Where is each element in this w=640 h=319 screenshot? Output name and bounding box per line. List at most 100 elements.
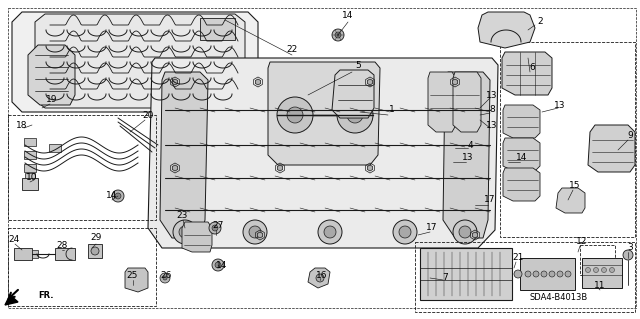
Circle shape: [335, 32, 341, 38]
Circle shape: [277, 97, 313, 133]
Circle shape: [347, 107, 363, 123]
Text: SDA4-B4013B: SDA4-B4013B: [530, 293, 588, 302]
Text: 14: 14: [516, 153, 528, 162]
Polygon shape: [478, 12, 535, 48]
Text: 9: 9: [627, 130, 633, 139]
Circle shape: [399, 226, 411, 238]
Polygon shape: [503, 105, 540, 138]
Bar: [55, 248, 75, 260]
Text: 23: 23: [176, 211, 188, 219]
Polygon shape: [193, 232, 198, 238]
Polygon shape: [172, 165, 177, 171]
Polygon shape: [443, 72, 490, 238]
Text: 13: 13: [462, 153, 474, 162]
Circle shape: [533, 271, 539, 277]
Polygon shape: [453, 72, 481, 132]
Text: 26: 26: [160, 271, 172, 280]
Bar: [24, 138, 36, 146]
Circle shape: [212, 225, 218, 231]
Text: 8: 8: [489, 106, 495, 115]
Bar: [420, 248, 512, 300]
Circle shape: [525, 271, 531, 277]
Bar: [88, 244, 102, 258]
Text: 22: 22: [286, 46, 298, 55]
Bar: [580, 245, 615, 275]
Polygon shape: [28, 45, 75, 105]
Polygon shape: [257, 232, 262, 238]
Bar: [25, 173, 35, 178]
Text: 19: 19: [46, 95, 58, 105]
Circle shape: [91, 247, 99, 255]
Circle shape: [586, 268, 591, 272]
Circle shape: [459, 226, 471, 238]
Circle shape: [115, 193, 121, 199]
Circle shape: [179, 226, 191, 238]
Polygon shape: [503, 138, 540, 171]
Text: 16: 16: [316, 271, 328, 279]
Circle shape: [453, 220, 477, 244]
Polygon shape: [308, 268, 330, 288]
Polygon shape: [472, 232, 477, 238]
Circle shape: [602, 268, 607, 272]
Text: 18: 18: [16, 121, 28, 130]
Circle shape: [565, 271, 571, 277]
Circle shape: [173, 220, 197, 244]
Circle shape: [393, 220, 417, 244]
Polygon shape: [148, 58, 498, 248]
Circle shape: [324, 226, 336, 238]
Circle shape: [249, 226, 261, 238]
Polygon shape: [5, 295, 18, 305]
Circle shape: [318, 220, 342, 244]
Bar: [8, 115, 156, 220]
Circle shape: [215, 262, 221, 268]
Circle shape: [316, 274, 324, 282]
Text: 11: 11: [595, 280, 605, 290]
Text: 13: 13: [554, 100, 566, 109]
Polygon shape: [502, 52, 552, 95]
Text: 6: 6: [529, 63, 535, 72]
Polygon shape: [367, 79, 372, 85]
Bar: [200, 18, 235, 40]
Bar: [14, 248, 32, 260]
Polygon shape: [556, 188, 585, 213]
Text: 21: 21: [512, 254, 524, 263]
Polygon shape: [172, 79, 177, 85]
Circle shape: [549, 271, 555, 277]
Polygon shape: [12, 12, 258, 112]
Polygon shape: [182, 222, 212, 252]
Circle shape: [287, 107, 303, 123]
Polygon shape: [277, 165, 283, 171]
Text: 13: 13: [486, 121, 498, 130]
Circle shape: [160, 273, 170, 283]
Text: 4: 4: [467, 140, 473, 150]
Text: 28: 28: [56, 241, 68, 249]
Bar: [582, 258, 622, 288]
Polygon shape: [255, 79, 260, 85]
Text: 12: 12: [576, 238, 588, 247]
Bar: [24, 151, 36, 159]
Circle shape: [212, 259, 224, 271]
Polygon shape: [503, 168, 540, 201]
Circle shape: [541, 271, 547, 277]
Circle shape: [514, 270, 522, 278]
Text: 25: 25: [126, 271, 138, 279]
Text: 29: 29: [90, 234, 102, 242]
Circle shape: [243, 220, 267, 244]
Text: 10: 10: [26, 174, 38, 182]
Polygon shape: [452, 79, 458, 85]
Text: 17: 17: [484, 196, 496, 204]
Circle shape: [623, 250, 633, 260]
Polygon shape: [428, 72, 456, 132]
Bar: [500, 42, 635, 237]
Circle shape: [337, 97, 373, 133]
Bar: [520, 258, 575, 290]
Circle shape: [557, 271, 563, 277]
Polygon shape: [125, 268, 148, 292]
Bar: [49, 144, 61, 152]
Bar: [415, 242, 635, 312]
Circle shape: [609, 268, 614, 272]
Text: 1: 1: [389, 106, 395, 115]
Polygon shape: [35, 14, 245, 108]
Text: 27: 27: [212, 220, 224, 229]
Text: 14: 14: [106, 191, 118, 201]
